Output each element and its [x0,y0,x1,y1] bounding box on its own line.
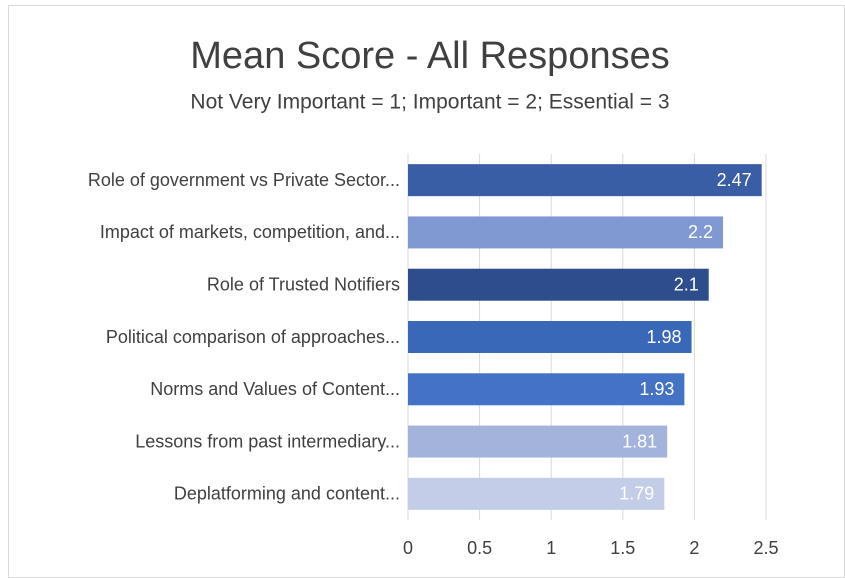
data-label: 1.93 [639,379,674,399]
y-tick-label: Norms and Values of Content... [150,379,400,399]
bar [408,321,692,353]
data-label: 2.2 [688,222,713,242]
y-tick-label: Role of government vs Private Sector... [88,170,400,190]
y-tick-label: Lessons from past intermediary... [135,431,400,451]
y-tick-label: Role of Trusted Notifiers [207,274,400,294]
x-tick-label: 0 [403,538,413,558]
x-tick-label: 1.5 [610,538,635,558]
bar [408,268,709,301]
x-tick-label: 2 [689,538,699,558]
y-tick-label: Deplatforming and content... [174,484,400,504]
bar [408,216,724,249]
data-label: 1.79 [619,484,654,504]
chart-subtitle: Not Very Important = 1; Important = 2; E… [190,91,669,114]
y-tick-label: Impact of markets, competition, and... [100,222,400,242]
bar [408,425,668,458]
x-tick-label: 0.5 [467,538,492,558]
x-tick-label: 1 [546,538,556,558]
chart-title: Mean Score - All Responses [190,35,669,77]
data-label: 2.1 [674,274,699,294]
data-label: 1.81 [622,431,657,451]
y-tick-label: Political comparison of approaches... [106,327,400,347]
data-label: 1.98 [646,327,681,347]
x-tick-label: 2.5 [753,538,778,558]
bar [408,164,762,197]
bar [408,373,685,406]
data-label: 2.47 [717,170,752,190]
bar [408,477,665,510]
